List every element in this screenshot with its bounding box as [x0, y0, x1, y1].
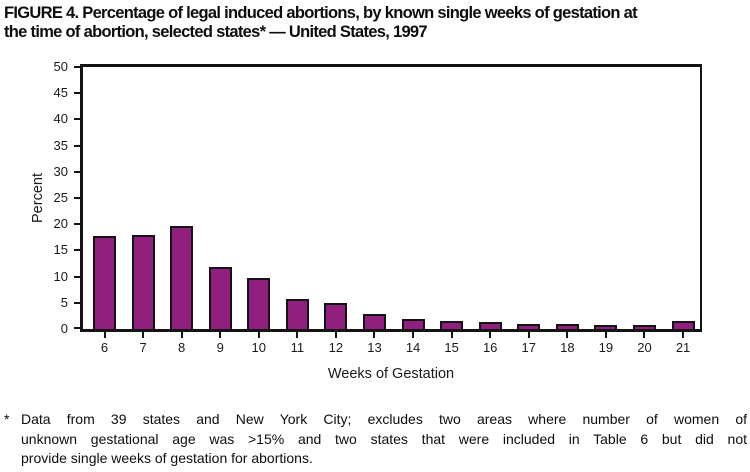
x-axis-tick-label: 20	[637, 340, 652, 355]
bar-week-17	[517, 324, 541, 329]
footnote-line: provide single weeks of gestation for ab…	[21, 450, 313, 466]
y-axis-tick-label: 20	[53, 216, 68, 231]
y-axis-tick-label: 40	[53, 111, 68, 126]
figure-title-line1: FIGURE 4. Percentage of legal induced ab…	[4, 4, 638, 22]
x-axis-tick	[604, 332, 607, 338]
y-axis-tick	[74, 145, 80, 147]
y-axis-tick-label: 25	[53, 190, 68, 205]
x-axis-tick-label: 8	[178, 340, 186, 355]
x-axis-tick	[142, 332, 145, 338]
footnote-asterisk: *	[4, 411, 10, 427]
bar-week-19	[594, 325, 618, 329]
x-axis-tick-label: 7	[139, 340, 147, 355]
bar-week-15	[440, 321, 464, 329]
bar-week-12	[324, 303, 348, 329]
y-axis-tick	[74, 66, 80, 68]
footnote-text: Data from 39 states and New York City; e…	[21, 411, 747, 427]
bar-week-10	[247, 278, 271, 329]
figure-title-line2: the time of abortion, selected states* —…	[4, 23, 428, 41]
x-axis-tick-label: 13	[367, 340, 382, 355]
x-axis-tick-label: 9	[216, 340, 224, 355]
x-axis-label: Weeks of Gestation	[327, 366, 455, 382]
bar-week-18	[555, 324, 579, 329]
bar-week-21	[671, 321, 695, 329]
x-axis-tick-label: 12	[328, 340, 344, 355]
bar-week-14	[401, 319, 425, 329]
figure-footnote: * Data from 39 states and New York City; …	[4, 410, 747, 469]
y-axis-tick-label: 45	[53, 85, 68, 100]
bar-week-11	[285, 299, 309, 329]
x-axis-tick-label: 18	[560, 340, 575, 355]
bar-week-20	[632, 325, 656, 329]
y-axis-tick	[74, 302, 80, 304]
x-axis-tick	[103, 332, 106, 338]
footnote-line: unknown gestational age was >15% and two…	[21, 430, 747, 447]
x-axis-tick-label: 16	[482, 340, 498, 355]
y-axis-tick-label: 0	[60, 321, 68, 336]
y-axis-tick-label: 35	[53, 138, 68, 153]
y-axis-tick-label: 30	[53, 164, 68, 179]
y-axis-tick-label: 10	[53, 269, 68, 284]
x-axis-tick	[412, 332, 415, 338]
x-axis-tick	[257, 332, 260, 338]
x-axis-tick-label: 17	[521, 340, 536, 355]
bar-week-9	[208, 267, 232, 329]
x-axis-tick	[296, 332, 299, 338]
bar-week-16	[478, 322, 502, 329]
x-axis-tick	[180, 332, 183, 338]
y-axis-tick	[74, 118, 80, 120]
x-axis-tick	[450, 332, 453, 338]
bar-week-13	[362, 314, 386, 329]
y-axis-tick	[74, 171, 80, 173]
x-axis-tick	[489, 332, 492, 338]
x-axis-tick	[643, 332, 646, 338]
y-axis-tick	[74, 92, 80, 94]
x-axis-tick-label: 19	[598, 340, 614, 355]
x-axis-tick-label: 11	[290, 340, 305, 355]
y-axis-tick	[74, 276, 80, 278]
y-axis-tick	[74, 197, 80, 199]
x-axis-tick	[566, 332, 569, 338]
x-axis-tick-label: 21	[675, 340, 691, 355]
x-axis-tick-label: 6	[100, 340, 109, 355]
bar-week-7	[131, 235, 155, 329]
y-axis-tick-label: 15	[53, 242, 68, 257]
figure-title: FIGURE 4. Percentage of legal induced ab…	[4, 4, 748, 42]
bar-week-6	[93, 236, 116, 329]
x-axis-tick	[334, 332, 337, 338]
y-axis-tick-label: 50	[53, 59, 68, 74]
x-axis-tick	[682, 332, 685, 338]
x-axis-tick-label: 15	[444, 340, 459, 355]
y-axis-tick	[74, 249, 80, 251]
y-axis-tick	[74, 327, 80, 329]
y-axis-tick-label: 5	[60, 295, 68, 310]
x-axis-tick	[373, 332, 376, 338]
y-axis-tick	[74, 223, 80, 225]
x-axis-tick-label: 10	[251, 340, 266, 355]
x-axis-tick	[219, 332, 222, 338]
bar-chart-plot-area	[80, 64, 702, 332]
bar-week-8	[170, 226, 194, 329]
x-axis-tick-label: 14	[405, 340, 421, 355]
footnote-line: * Data from 39 states and New York City; …	[4, 410, 747, 430]
x-axis-tick	[527, 332, 530, 338]
